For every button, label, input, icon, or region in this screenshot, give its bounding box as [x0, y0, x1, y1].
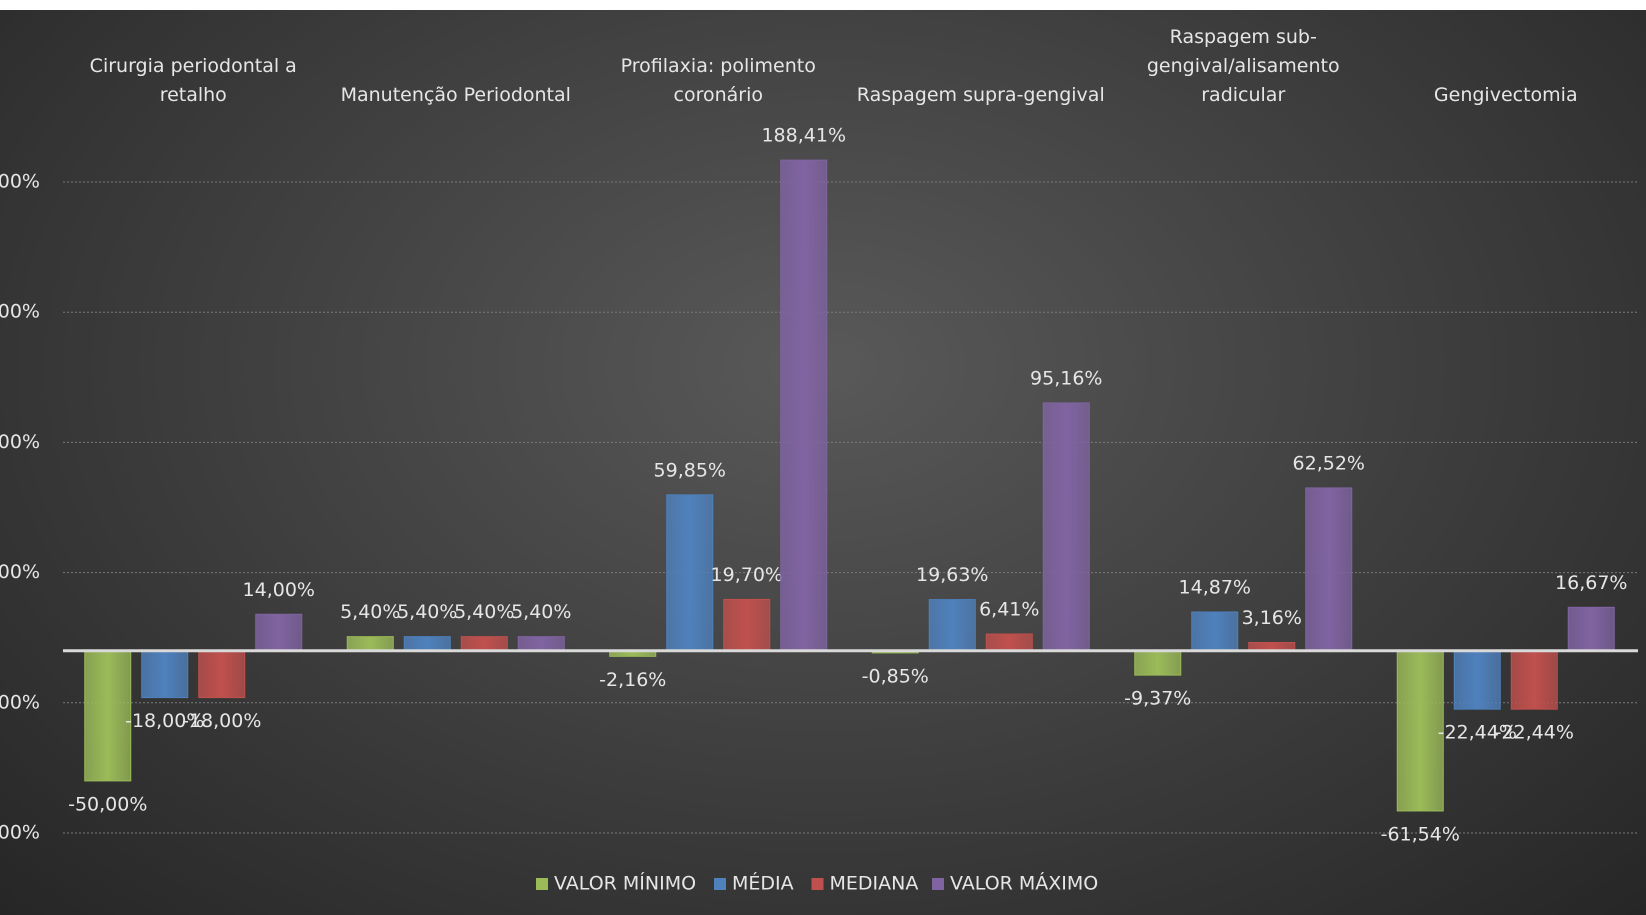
data-label: 5,40%: [340, 601, 400, 623]
legend-swatch: [714, 878, 726, 890]
bar: [198, 650, 246, 699]
bar: [780, 159, 828, 652]
bar: [928, 599, 976, 652]
data-label: 16,67%: [1555, 572, 1627, 594]
data-label: -22,44%: [1438, 722, 1517, 744]
bar: [346, 636, 394, 652]
y-tick-label: 180,00%: [0, 171, 40, 193]
bar: [666, 494, 714, 652]
data-label: 14,00%: [243, 579, 315, 601]
bar: [723, 598, 771, 652]
data-label: 188,41%: [761, 125, 846, 147]
y-tick-label: 80,00%: [0, 431, 40, 453]
bar: [403, 636, 451, 652]
legend-label: VALOR MÁXIMO: [950, 872, 1098, 895]
legend-swatch: [811, 878, 824, 890]
data-label: 95,16%: [1030, 367, 1102, 389]
legend-label: MÉDIA: [732, 872, 794, 895]
data-label: 14,87%: [1179, 576, 1251, 598]
data-label: -2,16%: [599, 669, 666, 691]
bar: [1453, 650, 1501, 710]
data-label: -9,37%: [1124, 688, 1191, 710]
bar: [141, 650, 189, 699]
legend-swatch: [932, 878, 944, 890]
category-label: Cirurgia periodontal a retalho: [89, 55, 297, 106]
data-label: 59,85%: [654, 459, 726, 481]
data-label: 19,70%: [711, 564, 783, 586]
bar: [84, 650, 132, 782]
bar: [1567, 606, 1615, 652]
data-label: -50,00%: [68, 793, 147, 815]
legend-swatch: [536, 878, 548, 890]
data-label: -22,44%: [1495, 722, 1574, 744]
category-label: Raspagem supra-gengival: [856, 84, 1105, 106]
category-label: Raspagem sub-gengival/alisamento radicul…: [1146, 26, 1340, 106]
bar: [460, 636, 508, 652]
y-tick-label: -70,00%: [0, 822, 40, 844]
data-label: -0,85%: [862, 665, 929, 687]
data-label: 5,40%: [511, 601, 571, 623]
bar: [1396, 650, 1444, 812]
bar: [1134, 650, 1182, 676]
data-label: 5,40%: [454, 601, 514, 623]
data-label: -61,54%: [1381, 823, 1460, 845]
bar: [1305, 487, 1353, 652]
bar: [1042, 402, 1090, 652]
data-label: 5,40%: [397, 601, 457, 623]
bar: [517, 636, 565, 652]
y-tick-label: 130,00%: [0, 301, 40, 323]
bar: [255, 613, 303, 652]
bar: [1191, 611, 1239, 652]
y-tick-label: 30,00%: [0, 561, 40, 583]
bar: [985, 633, 1033, 652]
category-label: Gengivectomia: [1433, 84, 1578, 106]
category-label: Manutenção Periodontal: [340, 84, 571, 106]
data-label: -18,00%: [125, 710, 204, 732]
legend-label: VALOR MÍNIMO: [554, 872, 696, 895]
legend-label: MEDIANA: [830, 873, 919, 895]
data-label: 6,41%: [979, 599, 1039, 621]
data-label: 62,52%: [1293, 452, 1365, 474]
bar: [1510, 650, 1558, 710]
data-label: -18,00%: [182, 710, 261, 732]
data-label: 19,63%: [916, 564, 988, 586]
y-tick-label: -20,00%: [0, 691, 40, 713]
category-label: Profilaxia: polimento coronário: [620, 55, 816, 106]
data-label: 3,16%: [1242, 607, 1302, 629]
top-border: [0, 0, 1646, 10]
